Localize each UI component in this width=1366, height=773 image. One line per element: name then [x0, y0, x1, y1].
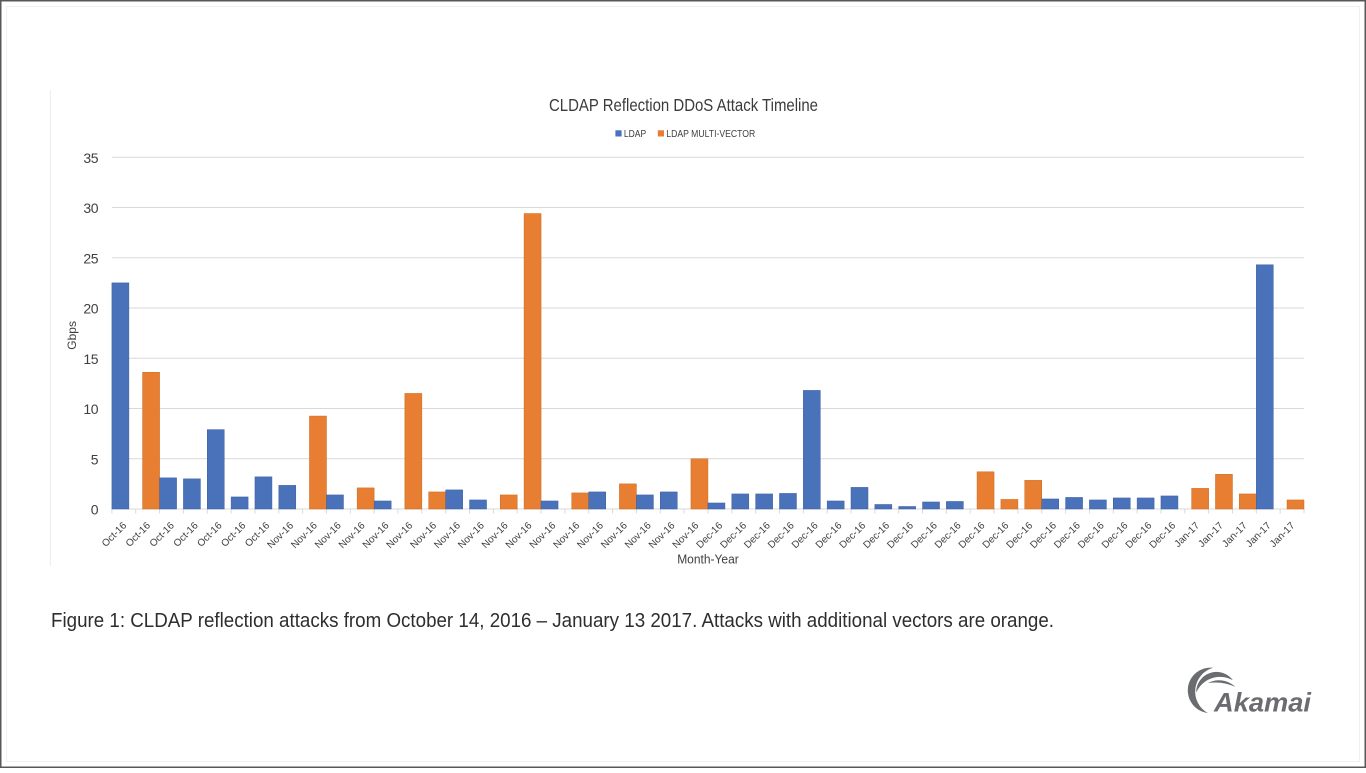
svg-text:10: 10: [83, 401, 98, 417]
svg-text:Gbps: Gbps: [65, 321, 79, 350]
svg-text:35: 35: [83, 150, 98, 166]
svg-text:LDAP: LDAP: [624, 129, 647, 140]
svg-text:CLDAP Reflection DDoS Attack T: CLDAP Reflection DDoS Attack Timeline: [549, 95, 818, 115]
svg-text:Figure 1: CLDAP reflection att: Figure 1: CLDAP reflection attacks from …: [51, 610, 1054, 632]
svg-text:Akamai: Akamai: [1213, 688, 1312, 718]
svg-text:0: 0: [91, 502, 99, 518]
svg-text:5: 5: [91, 451, 99, 467]
svg-text:30: 30: [83, 200, 98, 216]
svg-text:Month-Year: Month-Year: [677, 553, 739, 567]
svg-text:20: 20: [83, 301, 98, 317]
svg-text:LDAP MULTI-VECTOR: LDAP MULTI-VECTOR: [666, 129, 755, 140]
svg-text:25: 25: [83, 250, 98, 266]
svg-text:15: 15: [83, 351, 98, 367]
